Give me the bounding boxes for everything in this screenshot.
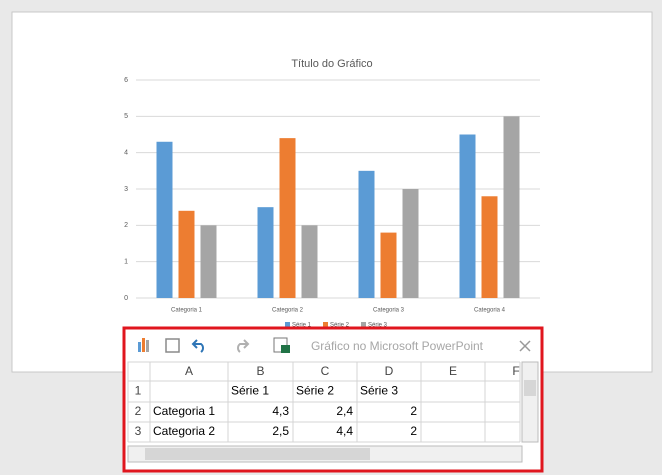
x-tick-label: Categoria 2: [272, 308, 304, 314]
excel-icon: [281, 345, 290, 353]
row-header: 3: [135, 424, 142, 438]
bar: [257, 207, 274, 298]
cell: Série 2: [296, 384, 334, 398]
y-tick-label: 3: [124, 186, 128, 193]
chart-icon[interactable]: [138, 342, 141, 352]
sheet-grid: A B C D E F 1 Série 1 Série 2 Série 3 2 Categoria 1…: [127, 361, 521, 443]
row-header: 2: [135, 404, 142, 418]
legend-label: Série 2: [330, 323, 350, 329]
h-scroll-thumb[interactable]: [145, 448, 370, 460]
chart-title: Título do Gráfico: [291, 58, 372, 70]
redo-icon[interactable]: [237, 339, 250, 353]
corner-cell: [127, 361, 151, 382]
cell: Série 3: [360, 384, 398, 398]
y-tick-label: 6: [124, 77, 128, 84]
cell: 2: [410, 404, 417, 418]
bar: [503, 116, 520, 298]
legend-label: Série 1: [292, 323, 312, 329]
column-header: D: [385, 364, 394, 378]
x-tick-label: Categoria 4: [474, 308, 506, 314]
y-tick-label: 1: [124, 259, 128, 266]
undo-icon[interactable]: [191, 339, 204, 353]
column-header: B: [256, 364, 264, 378]
bar: [301, 225, 318, 298]
legend-swatch: [361, 322, 366, 327]
bar: [200, 225, 217, 298]
bar: [459, 134, 476, 298]
toolbar: [138, 337, 531, 353]
window-title: Gráfico no Microsoft PowerPoint: [311, 339, 484, 353]
chart-icon: [142, 338, 145, 352]
bar: [402, 189, 419, 298]
x-tick-label: Categoria 3: [373, 308, 405, 314]
cell: 2: [410, 424, 417, 438]
y-tick-label: 0: [124, 295, 128, 302]
column-header: F: [512, 364, 519, 378]
cell: 2,4: [336, 404, 353, 418]
column-header: E: [449, 364, 457, 378]
legend-label: Série 3: [368, 323, 388, 329]
x-tick-label: Categoria 1: [171, 308, 203, 314]
y-tick-label: 2: [124, 222, 128, 229]
column-header: A: [185, 364, 193, 378]
slide: [11, 11, 653, 373]
row-header: 1: [135, 384, 142, 398]
bar: [279, 138, 296, 298]
save-icon[interactable]: [165, 338, 180, 353]
bar: [380, 232, 397, 298]
v-scrollbar[interactable]: [521, 361, 539, 443]
cell: 4,3: [272, 404, 289, 418]
spreadsheet-window: Gráfico no Microsoft PowerPoint A B C D E F 1 S…: [122, 326, 544, 473]
cell: 2,5: [272, 424, 289, 438]
legend-swatch: [323, 322, 328, 327]
cell: Categoria 2: [153, 424, 215, 438]
bar: [156, 141, 173, 298]
column-header: C: [321, 364, 330, 378]
bar: [358, 170, 375, 298]
chart-icon: [146, 340, 149, 352]
y-tick-label: 4: [124, 150, 128, 157]
cell: Categoria 1: [153, 404, 215, 418]
chart: 0 1 2 3 4 5 6 Categoria 1 Categoria 2 Categoria 3…: [124, 77, 540, 329]
legend-swatch: [285, 322, 290, 327]
bar: [481, 196, 498, 298]
bar: [178, 210, 195, 298]
close-icon[interactable]: [519, 340, 531, 352]
v-scroll-thumb[interactable]: [524, 380, 536, 396]
cell: 4,4: [336, 424, 353, 438]
y-tick-label: 5: [124, 113, 128, 120]
cell: Série 1: [231, 384, 269, 398]
